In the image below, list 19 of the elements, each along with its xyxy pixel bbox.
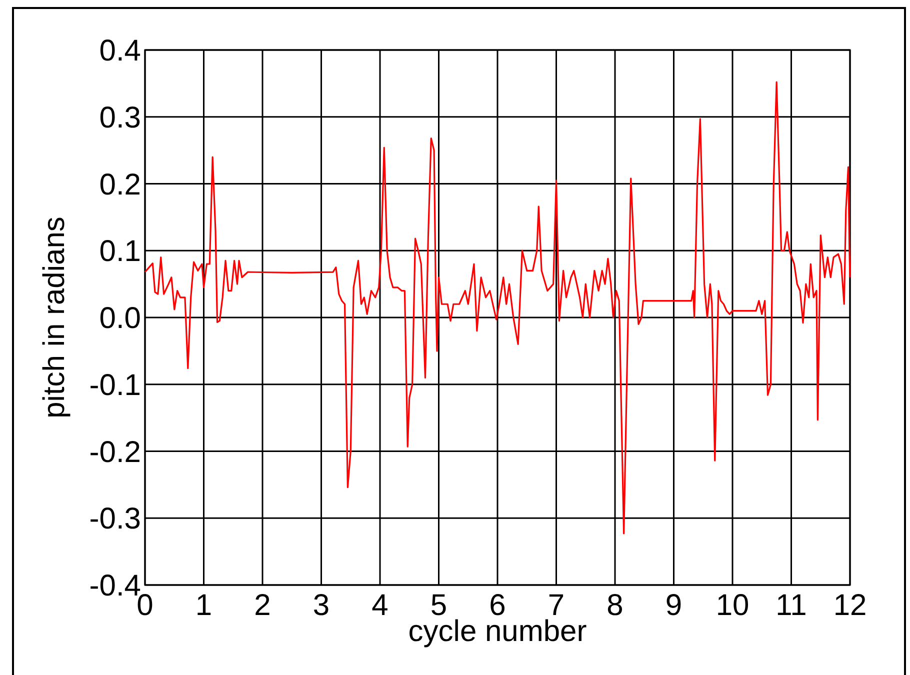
- y-tick-label: 0.4: [99, 34, 141, 68]
- x-tick-label: 8: [606, 589, 624, 622]
- x-tick-label: 12: [833, 589, 867, 622]
- y-tick-label: 0.1: [99, 235, 141, 268]
- y-tick-label: 0.2: [99, 168, 141, 202]
- y-tick-label: -0.2: [89, 436, 141, 469]
- y-axis-title: pitch in radians: [38, 216, 71, 418]
- x-tick-label: 9: [665, 589, 682, 622]
- y-tick-label: -0.3: [89, 502, 141, 536]
- y-tick-label: 0.0: [99, 302, 141, 335]
- x-tick-label: 4: [372, 589, 388, 622]
- x-tick-label: 10: [716, 589, 750, 622]
- x-tick-label: 2: [254, 589, 271, 622]
- y-tick-label: 0.3: [99, 101, 141, 134]
- y-tick-label: -0.1: [89, 368, 141, 402]
- line-series: [144, 81, 851, 534]
- x-tick-label: 1: [195, 589, 212, 622]
- x-tick-label: 11: [776, 589, 807, 622]
- x-tick-label: 3: [312, 589, 330, 622]
